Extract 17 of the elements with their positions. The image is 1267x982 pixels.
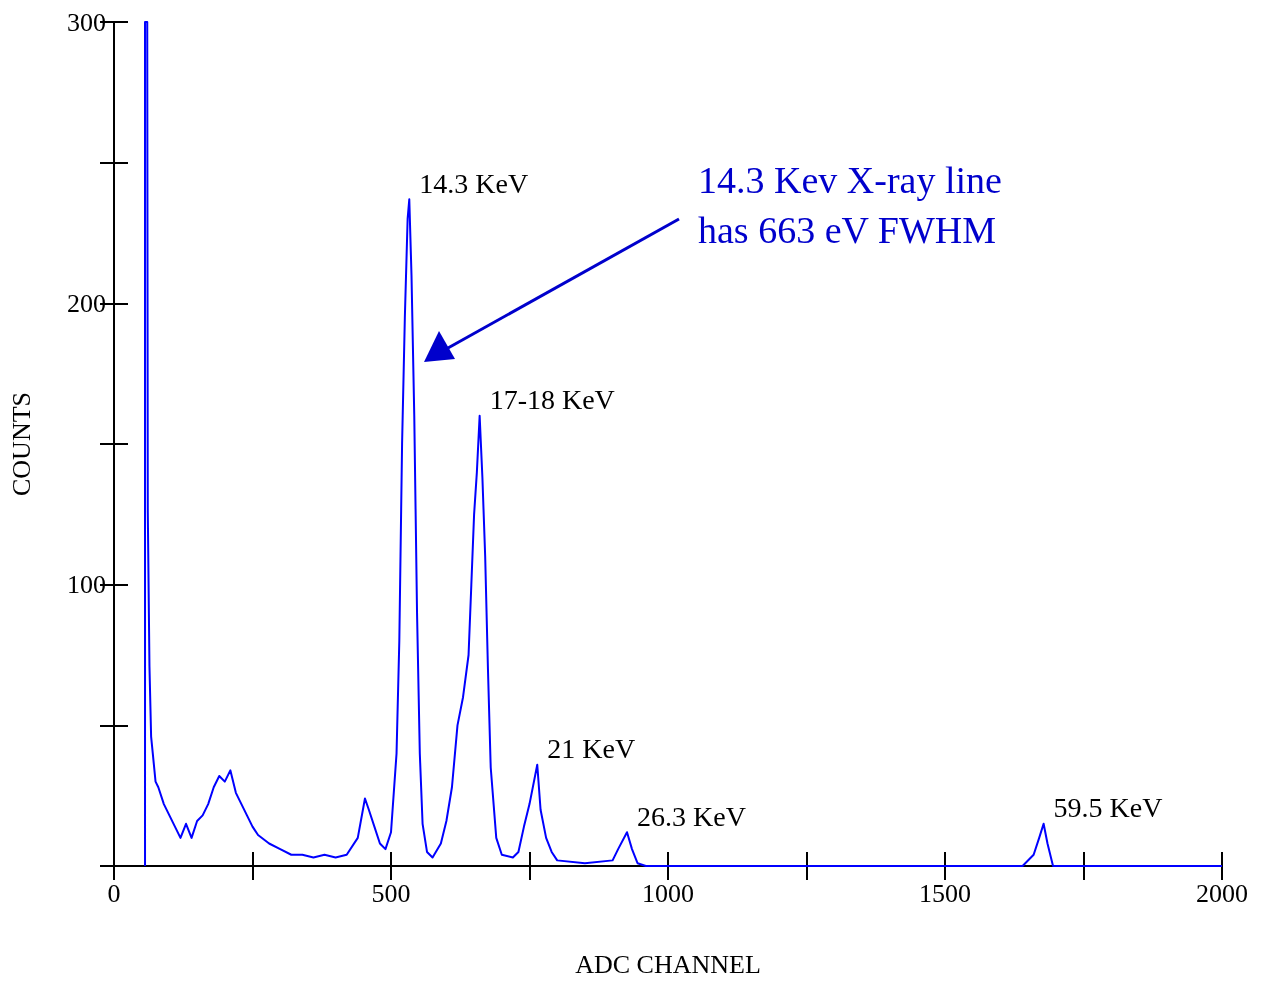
y-tick-label: 300 — [67, 7, 106, 37]
x-tick-label: 2000 — [1196, 878, 1248, 908]
annotation: 26.3 KeV — [637, 800, 746, 832]
annotation: 21 KeV — [547, 733, 636, 765]
y-axis-title: COUNTS — [6, 391, 36, 497]
y-tick-label: 200 — [67, 288, 106, 318]
x-tick-label: 500 — [371, 878, 411, 908]
y-tick-label: 100 — [67, 570, 106, 600]
x-tick-label: 0 — [107, 878, 121, 908]
line-series — [144, 21, 1223, 867]
annotation: 14.3 KeV — [419, 167, 529, 199]
annotation: 17-18 KeV — [489, 384, 615, 416]
annotation: 14.3 Kev X-ray line has 663 eV FWHM — [698, 159, 1002, 251]
x-axis-title: ADC CHANNEL — [575, 949, 761, 979]
x-tick-label: 1000 — [642, 878, 694, 908]
annotation: 59.5 KeV — [1053, 792, 1163, 824]
x-tick-label: 1500 — [919, 878, 971, 908]
